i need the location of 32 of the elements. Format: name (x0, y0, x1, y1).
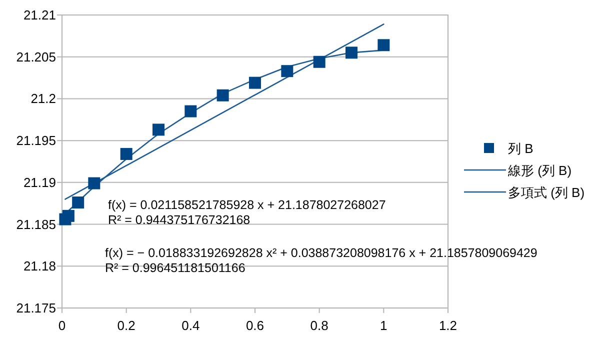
y-tick-label: 21.205 (16, 49, 56, 64)
point (216, 89, 229, 102)
point (378, 39, 390, 52)
point (249, 76, 261, 89)
legend-label: 線形 (列 B) (507, 163, 572, 178)
point (72, 196, 84, 209)
point (313, 56, 326, 68)
annotation: f(x) = − 0.018833192692828 x² + 0.038873208098176 x + 21.1857809069429 R² = 0.996451181501166 (105, 246, 538, 275)
point (120, 148, 132, 160)
point (281, 65, 294, 78)
point (59, 213, 72, 226)
legend-label: 列 B (508, 141, 534, 156)
x-tick-label: 0.2 (117, 318, 136, 333)
legend-label: 多項式 (列 B) (508, 185, 585, 200)
x-tick-label: 0.4 (182, 318, 200, 333)
point (184, 105, 197, 118)
y-tick-label: 21.19 (23, 174, 56, 190)
y-tick-label: 21.195 (16, 133, 56, 148)
point (346, 46, 358, 59)
point (88, 177, 100, 190)
y-tick-label: 21.21 (23, 8, 56, 22)
x-tick-label: 0 (58, 318, 66, 333)
x-tick-label: 0.6 (246, 318, 264, 333)
point (152, 124, 164, 136)
y-tick-label: 21.175 (16, 300, 56, 316)
y-tick-label: 21.18 (23, 258, 56, 274)
annotation: f(x) = 0.021158521785928 x + 21.1878027268027 R² = 0.944375176732168 (108, 198, 386, 227)
y-tick-label: 21.185 (16, 216, 56, 232)
y-tick-label: 21.2 (30, 91, 56, 106)
x-tick-label: 1 (380, 318, 388, 333)
x-tick-label: 0.8 (310, 318, 328, 333)
x-tick-label: 1.2 (438, 318, 458, 333)
